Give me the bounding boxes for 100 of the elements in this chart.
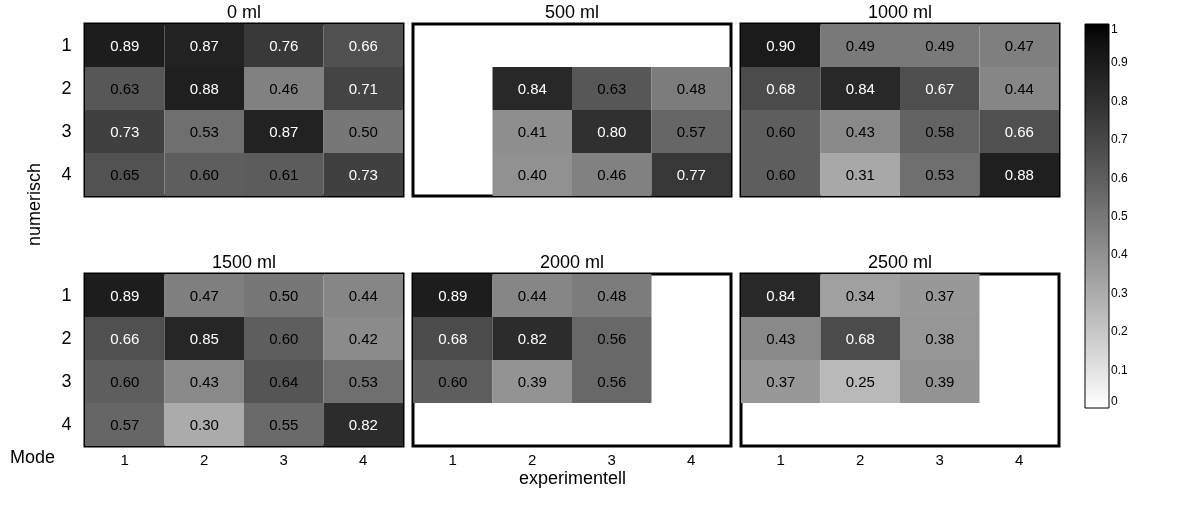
data-label: 0.53: [348, 372, 378, 390]
data-label: 0.71: [348, 79, 378, 97]
data-label: 0.89: [110, 286, 140, 304]
color-bar-label: 0.9: [1111, 55, 1129, 70]
chart-title: 1000 ml: [867, 2, 933, 22]
data-label: 0.55: [269, 415, 299, 433]
data-label: 0.53: [189, 122, 219, 140]
color-bar-label: 1: [1111, 22, 1118, 36]
data-label: 0.44: [1004, 79, 1034, 97]
data-label: 0.61: [269, 165, 299, 183]
data-label: 0.73: [110, 122, 140, 140]
chart-title: 0 ml: [226, 2, 262, 22]
color-bar-label: 0.3: [1111, 285, 1129, 300]
data-label: 0.47: [189, 286, 219, 304]
data-label: 0.60: [189, 165, 219, 183]
data-label: 0.82: [517, 329, 547, 347]
y-tick-label: 2: [61, 77, 72, 98]
data-label: 0.34: [845, 286, 875, 304]
data-label: 0.44: [517, 286, 547, 304]
data-label: 0.49: [925, 36, 955, 54]
data-label: 0.49: [845, 36, 875, 54]
color-bar-label: 0.7: [1111, 132, 1129, 147]
data-label: 0.58: [925, 122, 955, 140]
data-label: 0.38: [925, 329, 955, 347]
chart-title: 500 ml: [544, 2, 600, 22]
data-label: 0.76: [269, 36, 299, 54]
data-label: 0.53: [925, 165, 955, 183]
data-label: 0.43: [766, 329, 796, 347]
data-label: 0.43: [845, 122, 875, 140]
data-label: 0.50: [348, 122, 378, 140]
data-label: 0.48: [676, 79, 706, 97]
data-label: 0.68: [766, 79, 796, 97]
x-tick-label: 4: [1015, 450, 1024, 468]
data-label: 0.56: [597, 372, 627, 390]
x-tick-label: 1: [120, 450, 129, 468]
data-label: 0.88: [1004, 165, 1034, 183]
data-label: 0.64: [269, 372, 299, 390]
data-label: 0.89: [438, 286, 468, 304]
data-label: 0.68: [438, 329, 468, 347]
color-bar-label: 0.2: [1111, 324, 1129, 339]
data-label: 0.39: [925, 372, 955, 390]
color-bar-label: 0.1: [1111, 362, 1129, 377]
data-label: 0.47: [1004, 36, 1034, 54]
data-label: 0.46: [269, 79, 299, 97]
data-label: 0.63: [597, 79, 627, 97]
data-label: 0.41: [517, 122, 547, 140]
data-label: 0.88: [189, 79, 219, 97]
text: Mode: [9, 447, 55, 467]
data-label: 0.25: [845, 372, 875, 390]
color-bar-label: 0.4: [1111, 247, 1129, 262]
data-label: 0.60: [766, 122, 796, 140]
y-tick-label: 4: [61, 163, 72, 184]
x-tick-label: 2: [200, 450, 209, 468]
x-tick-label: 1: [448, 450, 457, 468]
x-tick-label: 4: [687, 450, 696, 468]
color-bar-label: 0.8: [1111, 93, 1129, 108]
data-label: 0.68: [845, 329, 875, 347]
data-label: 0.60: [766, 165, 796, 183]
chart-title: 2500 ml: [867, 252, 933, 272]
data-label: 0.84: [766, 286, 796, 304]
x-axis-title: experimentell: [518, 467, 627, 488]
x-tick-label: 3: [279, 450, 288, 468]
x-tick-label: 1: [776, 450, 785, 468]
color-bar-label: 0.5: [1111, 209, 1129, 223]
data-label: 0.66: [348, 36, 378, 54]
x-tick-label: 2: [856, 450, 865, 468]
y-tick-label: 4: [61, 413, 72, 434]
data-label: 0.87: [269, 122, 299, 140]
data-label: 0.65: [110, 165, 140, 183]
data-label: 0.66: [1004, 122, 1034, 140]
data-label: 0.31: [845, 165, 875, 183]
data-label: 0.44: [348, 286, 378, 304]
color-bar-label: 0.6: [1111, 170, 1129, 185]
data-label: 0.60: [438, 372, 468, 390]
chart-title: 1500 ml: [211, 252, 277, 272]
data-label: 0.73: [348, 165, 378, 183]
x-tick-label: 3: [935, 450, 944, 468]
data-label: 0.63: [110, 79, 140, 97]
chart-title: 2000 ml: [539, 252, 605, 272]
data-label: 0.30: [189, 415, 219, 433]
data-label: 0.56: [597, 329, 627, 347]
data-label: 0.50: [269, 286, 299, 304]
color-bar-label: 0: [1111, 394, 1118, 408]
y-tick-label: 1: [61, 34, 72, 55]
data-label: 0.60: [110, 372, 140, 390]
data-label: 0.60: [269, 329, 299, 347]
data-label: 0.40: [517, 165, 547, 183]
data-label: 0.42: [348, 329, 378, 347]
data-label: 0.84: [845, 79, 875, 97]
data-label: 0.87: [189, 36, 219, 54]
x-tick-label: 2: [528, 450, 537, 468]
y-tick-label: 3: [61, 120, 72, 141]
data-label: 0.39: [517, 372, 547, 390]
x-tick-label: 3: [607, 450, 616, 468]
y-tick-label: 2: [61, 327, 72, 348]
data-label: 0.89: [110, 36, 140, 54]
data-label: 0.77: [676, 165, 706, 183]
data-label: 0.84: [517, 79, 547, 97]
x-tick-label: 4: [359, 450, 368, 468]
data-label: 0.85: [189, 329, 219, 347]
